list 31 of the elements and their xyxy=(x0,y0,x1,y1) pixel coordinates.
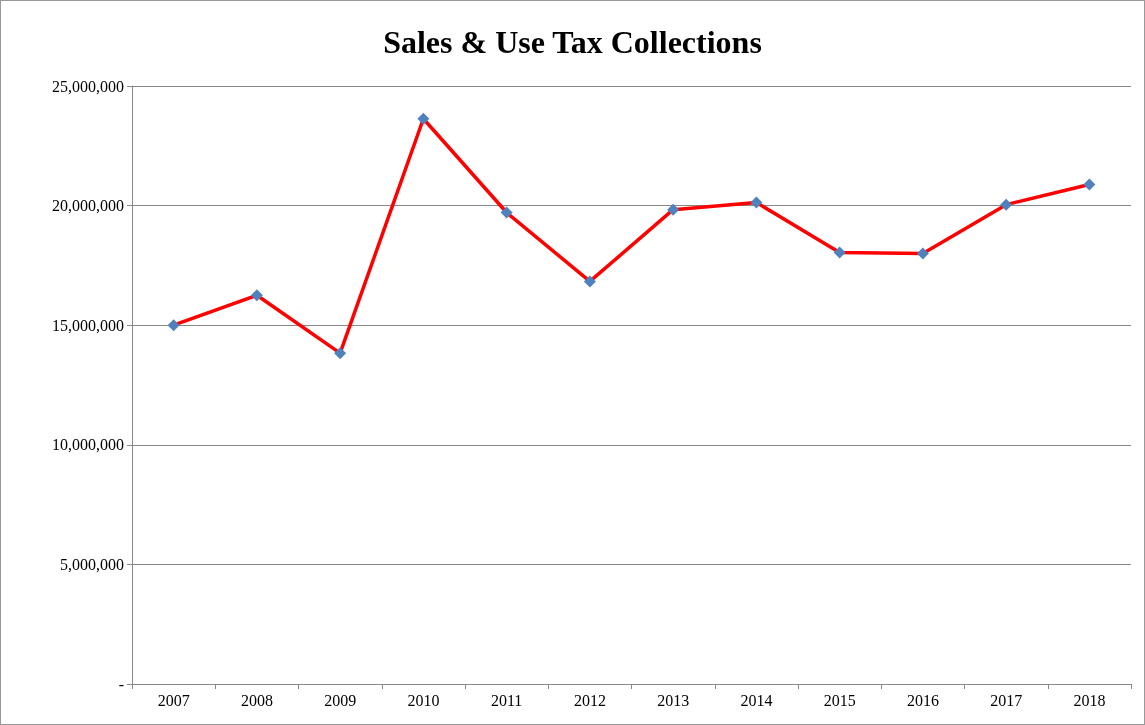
x-tick-label: 2009 xyxy=(324,691,357,709)
y-tick-label: 10,000,000 xyxy=(52,436,124,454)
x-tick-label: 2014 xyxy=(740,691,773,709)
point xyxy=(500,206,513,219)
y-tick-label: - xyxy=(118,675,124,693)
x-tick-label: 2007 xyxy=(157,691,190,709)
x-tick-label: 2013 xyxy=(657,691,690,709)
point xyxy=(667,203,680,216)
y-tick-label: 5,000,000 xyxy=(60,555,124,573)
y-tick-label: 15,000,000 xyxy=(52,316,124,334)
point xyxy=(250,289,263,302)
point xyxy=(833,246,846,259)
x-tick-label: 2011 xyxy=(490,691,523,709)
x-tick-label: 2010 xyxy=(407,691,440,709)
y-tick-label: 20,000,000 xyxy=(52,197,124,215)
point xyxy=(1083,178,1096,191)
x-tick-label: 2015 xyxy=(823,691,856,709)
y-tick-label: 25,000,000 xyxy=(52,77,124,95)
x-tick-label: 2012 xyxy=(573,691,606,709)
x-tick-label: 2018 xyxy=(1073,691,1106,709)
point xyxy=(1000,198,1013,211)
x-tick-label: 2016 xyxy=(906,691,939,709)
point xyxy=(167,319,180,332)
x-tick-label: 2017 xyxy=(990,691,1023,709)
point xyxy=(583,275,596,288)
point xyxy=(417,112,430,125)
x-tick-label: 2008 xyxy=(240,691,273,709)
point xyxy=(750,196,763,209)
point xyxy=(916,247,929,260)
chart-title: Sales & Use Tax Collections xyxy=(383,24,762,60)
point xyxy=(334,347,347,360)
